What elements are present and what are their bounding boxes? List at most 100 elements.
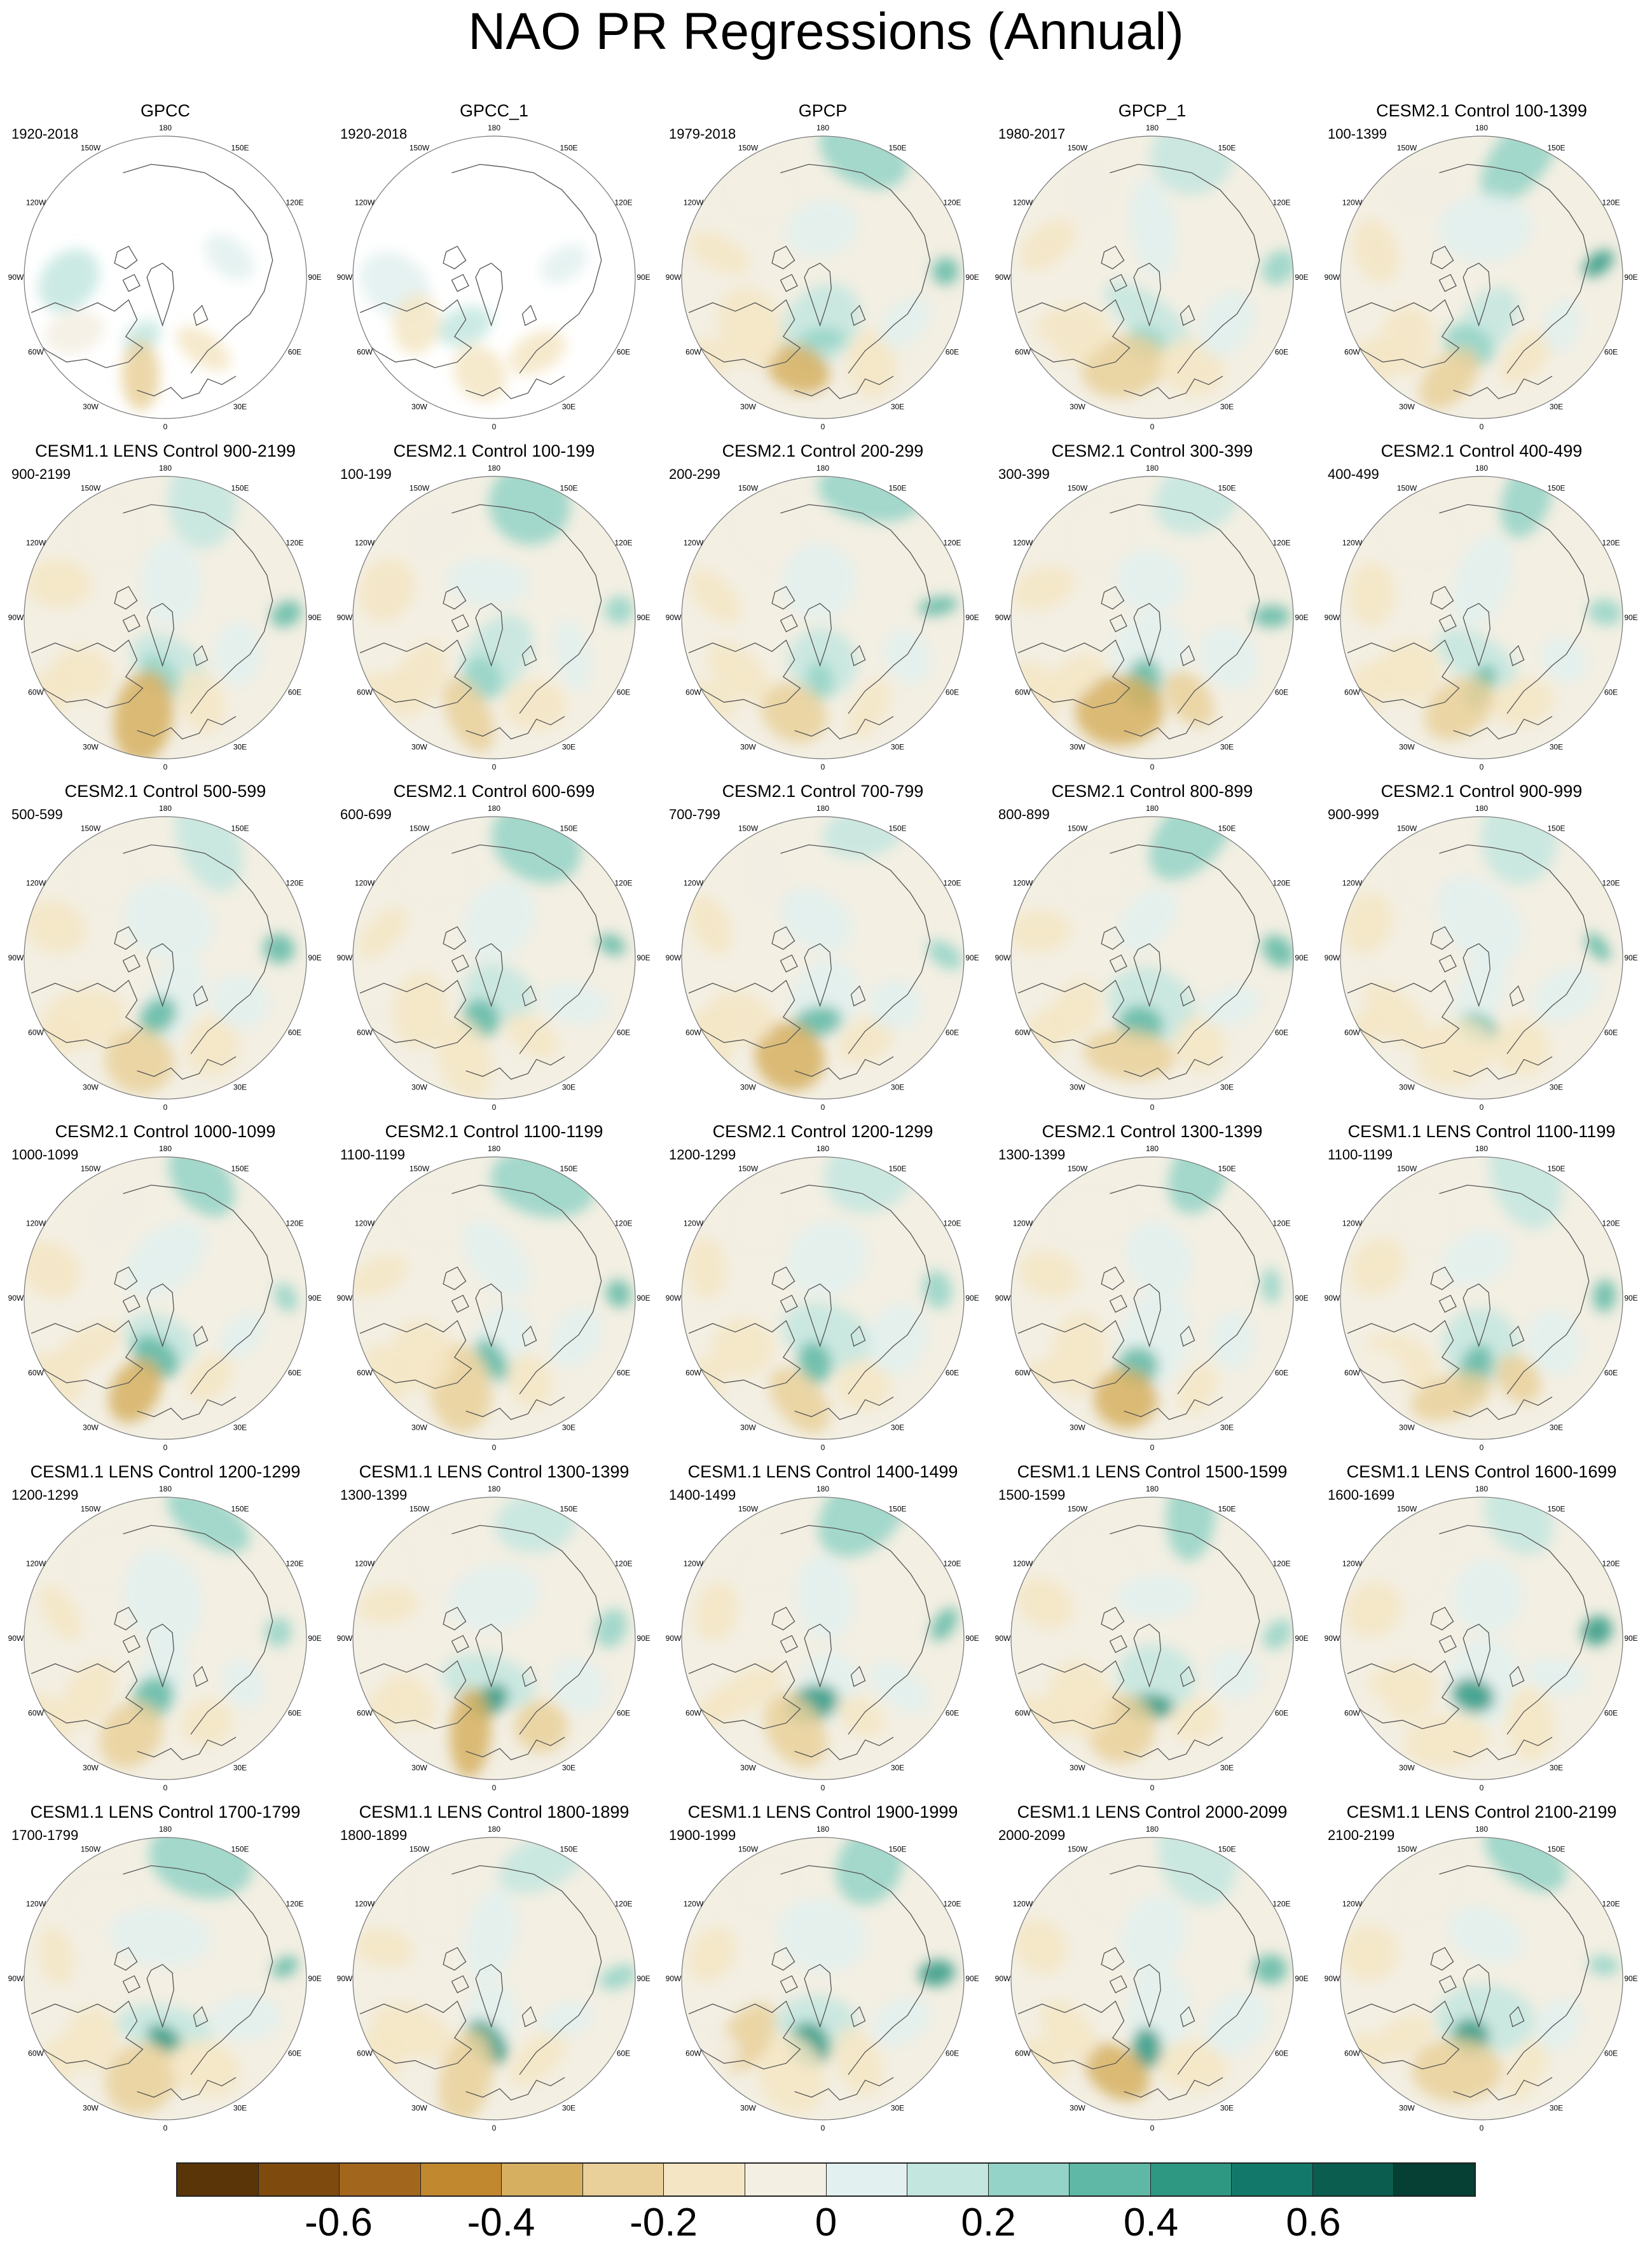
- map-panel: CESM2.1 Control 200-299 200-299 180 150E 120…: [663, 441, 983, 771]
- longitude-label: 180: [816, 123, 829, 132]
- panel-period: 700-799: [669, 806, 720, 822]
- coastline: [26, 1660, 144, 1729]
- coastline: [1124, 2077, 1223, 2101]
- coastline: [1124, 1736, 1223, 1760]
- field-blob: [1505, 1687, 1555, 1761]
- colorbar-box: [988, 2164, 1070, 2195]
- field-blob: [1012, 565, 1075, 611]
- longitude-label: 150E: [231, 144, 249, 153]
- longitude-label: 0: [1480, 2124, 1484, 2133]
- coastline: [146, 263, 174, 327]
- longitude-label: 30W: [83, 743, 99, 752]
- longitude-label: 90E: [1295, 273, 1308, 282]
- longitude-label: 60E: [946, 1709, 959, 1718]
- field-blob: [1253, 1954, 1288, 1984]
- longitude-label: 150E: [231, 1165, 249, 1173]
- longitude-label: 150W: [738, 484, 759, 493]
- coastline: [355, 1660, 472, 1729]
- field-blob: [1157, 1837, 1237, 1906]
- longitude-label: 60E: [946, 348, 959, 357]
- coastline: [465, 1056, 565, 1080]
- field-blob: [392, 294, 441, 355]
- longitude-label: 150E: [560, 1845, 577, 1854]
- colorbar-box: [907, 2164, 989, 2195]
- longitude-label: 120W: [355, 198, 375, 207]
- longitude-label: 180: [159, 1484, 172, 1493]
- field-blob: [181, 1699, 233, 1746]
- coastline: [1101, 245, 1125, 270]
- coastline: [122, 1294, 141, 1313]
- field-blob: [717, 287, 784, 368]
- coastline: [193, 1666, 209, 1687]
- panel-period: 1500-1599: [998, 1487, 1066, 1503]
- field-blob: [1398, 1856, 1461, 1920]
- map-border: [352, 1837, 636, 2120]
- longitude-label: 120W: [355, 1900, 375, 1909]
- field-blob: [707, 642, 770, 702]
- colorbar-box: [502, 2164, 583, 2195]
- field-blob: [1373, 2014, 1433, 2059]
- panel-period: 200-299: [669, 466, 720, 482]
- field-blob: [1171, 1697, 1220, 1742]
- longitude-label: 150W: [81, 1165, 101, 1173]
- longitude-label: 90E: [965, 1974, 979, 1983]
- coastline: [1453, 1396, 1553, 1420]
- coastline: [451, 1975, 469, 1994]
- longitude-label: 30E: [1220, 1423, 1234, 1432]
- field-blob: [510, 2028, 567, 2087]
- longitude-label: 0: [821, 1103, 825, 1112]
- polar-map: 180 150E 120E 90E 60E 30E 0 30W 60W 90W 120W 150W: [995, 1825, 1309, 2133]
- field-blob: [769, 1367, 830, 1433]
- panel-period: 1800-1899: [340, 1827, 408, 1843]
- longitude-label: 150W: [81, 484, 101, 493]
- field-blob: [1437, 193, 1532, 263]
- map-border: [352, 816, 636, 1100]
- longitude-label: 180: [488, 1825, 500, 1834]
- panel-title: CESM1.1 LENS Control 1600-1699: [1346, 1462, 1617, 1481]
- longitude-label: 60W: [28, 2049, 44, 2058]
- longitude-label: 120W: [26, 879, 46, 888]
- longitude-label: 30E: [233, 1764, 247, 1773]
- field-blob: [1481, 817, 1558, 885]
- coastline: [780, 954, 798, 973]
- longitude-label: 0: [821, 1783, 825, 1792]
- field-blob: [694, 1581, 738, 1642]
- coastline: [475, 603, 503, 667]
- longitude-label: 150W: [1068, 144, 1088, 153]
- coastline: [1013, 1320, 1131, 1389]
- longitude-label: 30E: [1550, 743, 1563, 752]
- field-blob: [1451, 1678, 1495, 1713]
- longitude-label: 60W: [28, 1028, 44, 1037]
- field-blob: [1380, 160, 1466, 221]
- field-blob: [1117, 1644, 1196, 1711]
- longitude-label: 90W: [1325, 1634, 1340, 1643]
- longitude-label: 60E: [1275, 1709, 1288, 1718]
- longitude-label: 60E: [617, 688, 630, 697]
- panel-title: CESM2.1 Control 700-799: [722, 782, 924, 801]
- longitude-label: 120E: [286, 879, 303, 888]
- field-blob: [1204, 1991, 1269, 2055]
- field-blob: [540, 2002, 593, 2037]
- coastline: [1463, 1964, 1490, 2028]
- field-blob: [1075, 675, 1164, 746]
- colorbar-tick-label: 0: [815, 2201, 837, 2244]
- longitude-label: 90E: [308, 1294, 321, 1303]
- longitude-label: 60W: [1015, 1028, 1031, 1037]
- coastline: [684, 2000, 801, 2070]
- longitude-label: 90W: [337, 953, 353, 962]
- longitude-label: 150W: [1397, 824, 1417, 833]
- longitude-label: 120W: [1342, 1559, 1363, 1568]
- colorbar-box: [1070, 2164, 1151, 2195]
- panel-period: 1980-2017: [998, 126, 1066, 142]
- field-blob: [1050, 1312, 1106, 1397]
- longitude-label: 120E: [943, 1219, 961, 1228]
- polar-map: 180 150E 120E 90E 60E 30E 0 30W 60W 90W 120W 150W: [666, 804, 979, 1112]
- coastline: [780, 504, 931, 714]
- field-blob: [1442, 1230, 1511, 1286]
- coastline: [26, 299, 144, 368]
- coastline: [1509, 985, 1525, 1007]
- longitude-label: 180: [1475, 1484, 1488, 1493]
- coastline: [1133, 263, 1161, 327]
- longitude-label: 60W: [1015, 1369, 1031, 1378]
- coastline: [1101, 586, 1125, 610]
